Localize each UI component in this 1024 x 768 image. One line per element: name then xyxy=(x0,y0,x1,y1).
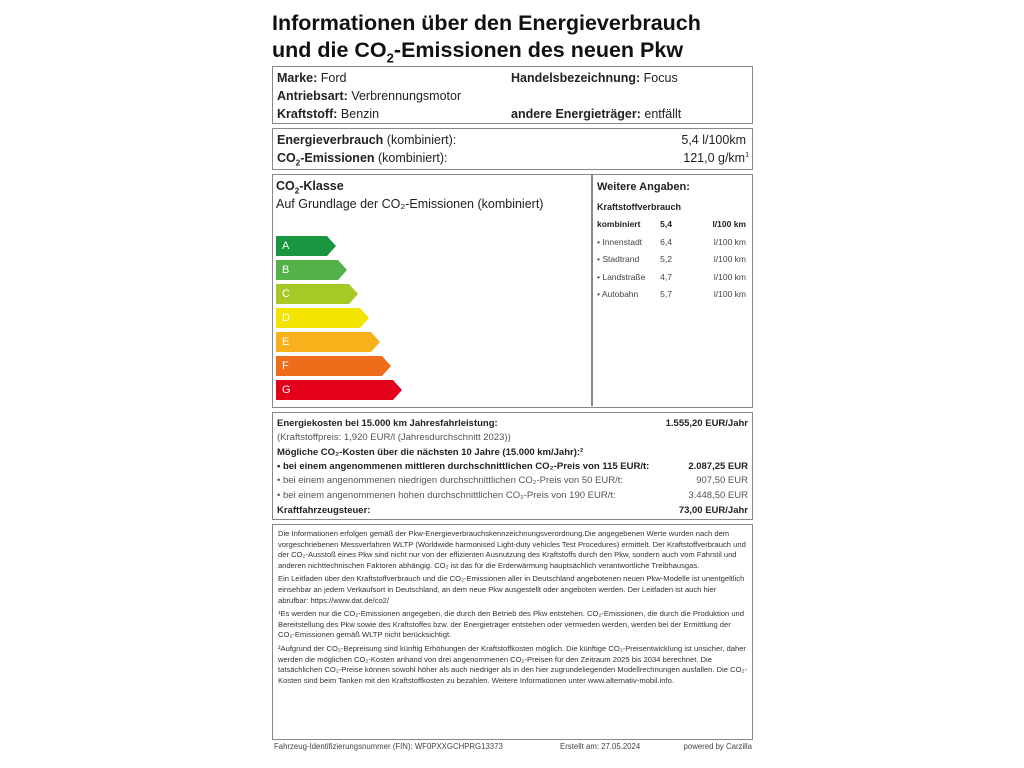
note-2: Ein Leitfaden über den Kraftstoffverbrau… xyxy=(278,574,745,605)
fin: Fahrzeug-Identifizierungsnummer (FIN): W… xyxy=(274,742,503,751)
consumption-value: 6,4 xyxy=(660,236,672,247)
notes-box: Die Informationen erfolgen gemäß der Pkw… xyxy=(272,524,753,740)
consumption-label: • Innenstadt xyxy=(597,236,643,247)
consumption-label: • Autobahn xyxy=(597,289,639,299)
footnote-2: ²Aufgrund der CO₂-Bepreisung sind künfti… xyxy=(278,643,747,685)
consumption-unit: l/100 km xyxy=(713,254,746,264)
consumption-value: 4,7 xyxy=(660,271,672,282)
consumption-value: 5,7 xyxy=(660,289,672,299)
consumption-label: • Landstraße xyxy=(597,271,646,282)
vehicle-box: Marke: Ford Handelsbezeichnung: Focus An… xyxy=(272,66,753,124)
consumption-label: kombiniert xyxy=(597,219,641,229)
class-arrow-d: D xyxy=(276,308,369,328)
class-arrow-g: G xyxy=(276,380,402,400)
page-title: Informationen über den Energieverbrauch … xyxy=(272,11,701,66)
note-1: Die Informationen erfolgen gemäß der Pkw… xyxy=(278,529,746,570)
consumption-box: Energieverbrauch (kombiniert): 5,4 l/100… xyxy=(272,128,753,170)
consumption-unit: l/100 km xyxy=(713,271,746,282)
consumption-unit: l/100 km xyxy=(712,219,746,229)
class-arrow-b: B xyxy=(276,260,347,280)
class-arrow-e: E xyxy=(276,332,380,352)
footnote-1: ¹Es werden nur die CO₂-Emissionen angege… xyxy=(278,609,744,640)
consumption-unit: l/100 km xyxy=(713,236,746,247)
consumption-value: 5,4 xyxy=(660,219,672,229)
class-arrow-c: C xyxy=(276,284,358,304)
created-date: Erstellt am: 27.05.2024 xyxy=(560,742,641,751)
class-arrow-f: F xyxy=(276,356,391,376)
divider xyxy=(591,175,593,406)
consumption-unit: l/100 km xyxy=(713,289,746,299)
co2-class-box: CO2-Klasse Auf Grundlage der CO₂-Emissio… xyxy=(272,174,753,505)
consumption-value: 5,2 xyxy=(660,254,672,264)
consumption-label: • Stadtrand xyxy=(597,254,640,264)
costs-box: Energiekosten bei 15.000 km Jahresfahrle… xyxy=(272,412,753,520)
powered-by: powered by Carzilla xyxy=(683,742,752,751)
class-arrow-a: A xyxy=(276,236,336,256)
